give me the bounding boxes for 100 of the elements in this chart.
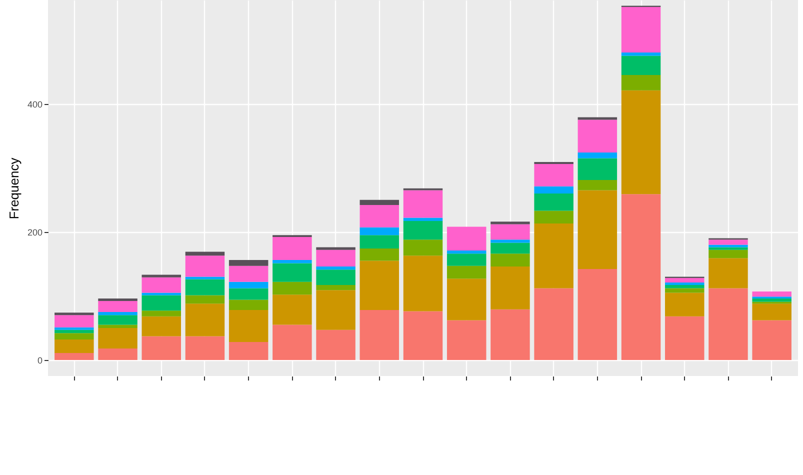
bar bbox=[98, 348, 138, 360]
bar bbox=[98, 324, 138, 328]
bar bbox=[708, 244, 748, 248]
y-tick-label: 200 bbox=[27, 227, 42, 238]
bar bbox=[490, 222, 530, 224]
bar bbox=[360, 227, 400, 236]
bar bbox=[360, 310, 400, 360]
y-tick-label: 0 bbox=[37, 355, 42, 366]
bar bbox=[665, 316, 704, 360]
bar bbox=[54, 315, 94, 328]
bar bbox=[403, 256, 443, 312]
bar bbox=[316, 250, 356, 266]
bar bbox=[98, 298, 138, 302]
bar bbox=[665, 285, 704, 288]
bar bbox=[752, 291, 792, 297]
bar bbox=[316, 330, 356, 360]
bar bbox=[272, 324, 312, 360]
bar bbox=[54, 312, 94, 316]
bar bbox=[446, 278, 486, 320]
bar bbox=[316, 290, 356, 330]
bar bbox=[621, 52, 661, 56]
bar bbox=[142, 295, 181, 311]
bar bbox=[142, 310, 181, 316]
bar bbox=[185, 276, 225, 280]
bar bbox=[708, 240, 748, 245]
y-tick-label: 400 bbox=[27, 99, 42, 110]
bar bbox=[665, 278, 704, 282]
bar bbox=[621, 90, 661, 194]
bar bbox=[490, 240, 530, 243]
bar bbox=[228, 282, 268, 288]
bar bbox=[665, 292, 704, 316]
bar bbox=[578, 117, 618, 120]
bar bbox=[403, 190, 443, 218]
bar bbox=[534, 186, 574, 194]
bar bbox=[54, 327, 94, 330]
bar bbox=[534, 193, 574, 211]
bar bbox=[708, 247, 748, 250]
bar bbox=[360, 235, 400, 249]
bar bbox=[228, 266, 268, 282]
bar bbox=[142, 292, 181, 296]
bar bbox=[752, 304, 792, 320]
bar bbox=[621, 7, 661, 53]
bar bbox=[708, 288, 748, 360]
bar bbox=[316, 266, 356, 270]
bar bbox=[752, 298, 792, 302]
bar bbox=[228, 260, 268, 266]
bar bbox=[228, 288, 268, 300]
bar bbox=[534, 164, 574, 186]
bar bbox=[446, 266, 486, 279]
bar bbox=[490, 224, 530, 240]
bar bbox=[185, 256, 225, 277]
bar bbox=[54, 330, 94, 334]
bar bbox=[228, 342, 268, 360]
bar bbox=[142, 277, 181, 293]
bar bbox=[142, 274, 181, 278]
bar bbox=[446, 320, 486, 360]
bar bbox=[185, 304, 225, 336]
bar bbox=[316, 270, 356, 286]
bar bbox=[98, 328, 138, 348]
bar bbox=[665, 282, 704, 286]
bar bbox=[360, 248, 400, 261]
bar bbox=[272, 260, 312, 264]
bar bbox=[752, 320, 792, 360]
bar bbox=[54, 333, 94, 340]
bar bbox=[54, 339, 94, 353]
bar bbox=[403, 218, 443, 221]
bar bbox=[708, 250, 748, 258]
bar bbox=[142, 336, 181, 360]
bar bbox=[272, 294, 312, 325]
bar bbox=[54, 352, 94, 360]
bar bbox=[578, 180, 618, 190]
bar bbox=[446, 254, 486, 266]
y-axis-title: Frequency bbox=[6, 157, 22, 220]
bar bbox=[142, 316, 181, 336]
bar bbox=[360, 204, 400, 228]
bar bbox=[665, 288, 704, 293]
bar bbox=[228, 300, 268, 310]
bar bbox=[98, 315, 138, 325]
bar bbox=[621, 56, 661, 75]
bar bbox=[272, 282, 312, 295]
bar bbox=[490, 266, 530, 310]
bar bbox=[578, 120, 618, 152]
bar bbox=[403, 220, 443, 240]
bar bbox=[98, 312, 138, 316]
bar bbox=[228, 310, 268, 342]
bar bbox=[316, 247, 356, 250]
bar bbox=[621, 194, 661, 360]
bar bbox=[272, 263, 312, 282]
bar bbox=[98, 301, 138, 312]
bar bbox=[185, 279, 225, 296]
bar bbox=[403, 240, 443, 256]
bar bbox=[534, 288, 574, 360]
bar bbox=[578, 152, 618, 158]
bar bbox=[360, 260, 400, 310]
bar bbox=[578, 269, 618, 360]
bar bbox=[621, 74, 661, 90]
bar bbox=[360, 200, 400, 205]
bar bbox=[185, 336, 225, 360]
bar bbox=[490, 242, 530, 254]
bar bbox=[446, 226, 486, 250]
